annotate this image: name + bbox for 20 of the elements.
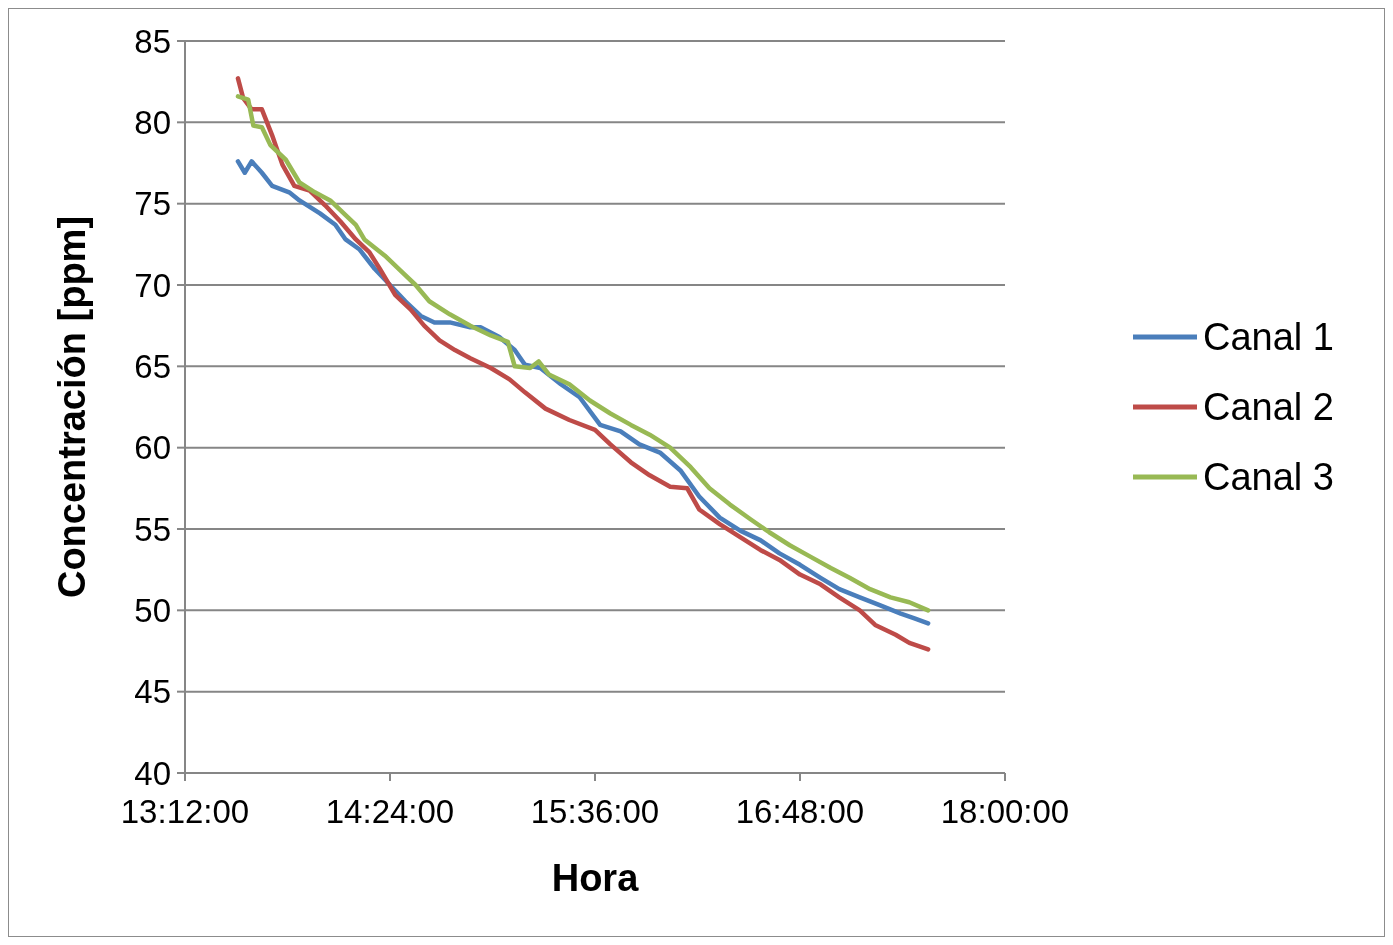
y-tick-label: 80 — [134, 103, 171, 141]
x-tick-label: 14:24:00 — [325, 793, 455, 830]
x-tick-label: 18:00:00 — [940, 793, 1070, 830]
y-tick-label: 70 — [134, 266, 171, 304]
y-tick-label: 50 — [134, 591, 171, 629]
x-tick-label: 15:36:00 — [530, 793, 660, 830]
y-axis-title: Concentración [ppm] — [51, 215, 93, 599]
y-tick-label: 85 — [134, 22, 171, 60]
y-tick-label: 45 — [134, 673, 171, 711]
x-axis-title: Hora — [551, 857, 640, 899]
y-tick-label: 55 — [134, 510, 171, 548]
y-tick-label: 65 — [134, 347, 171, 385]
y-tick-label: 40 — [134, 754, 171, 792]
y-tick-label: 60 — [134, 429, 171, 467]
x-tick-label: 16:48:00 — [735, 793, 865, 830]
legend-label: Canal 1 — [1203, 316, 1334, 359]
y-tick-label: 75 — [134, 185, 171, 223]
legend-label: Canal 2 — [1203, 386, 1334, 429]
x-tick-label: 13:12:00 — [120, 793, 250, 830]
legend-label: Canal 3 — [1203, 456, 1334, 499]
